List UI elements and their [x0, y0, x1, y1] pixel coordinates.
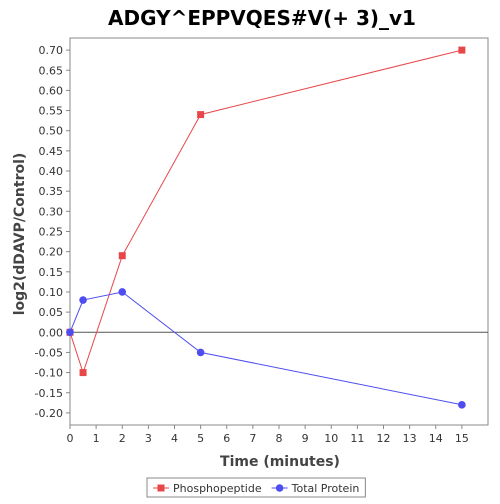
x-tick-label: 10: [324, 432, 338, 445]
y-tick-label: 0.20: [39, 246, 64, 259]
y-tick-label: 0.70: [39, 44, 64, 57]
x-axis-label: Time (minutes): [220, 454, 340, 470]
y-tick-label: -0.20: [35, 407, 63, 420]
x-tick-label: 4: [171, 432, 178, 445]
x-tick-label: 15: [455, 432, 469, 445]
data-point-total-protein: [458, 401, 466, 409]
plot-area: -0.20 -0.15 -0.10 -0.05 0.00 0.05 0.10 0.15 0.20…: [35, 37, 489, 445]
legend-marker-phosphopeptide: [157, 484, 165, 492]
y-tick-label: 0.05: [39, 306, 64, 319]
y-tick-label: 0.25: [39, 226, 64, 239]
x-tick-label: 8: [276, 432, 283, 445]
x-tick-label: 13: [403, 432, 417, 445]
plot-frame: [69, 37, 489, 426]
x-tick-label: 2: [119, 432, 126, 445]
y-tick-label: 0.60: [39, 84, 64, 97]
x-tick-label: 12: [377, 432, 391, 445]
y-tick-label: 0.35: [39, 185, 64, 198]
x-tick-label: 0: [67, 432, 74, 445]
legend-box: [146, 477, 366, 498]
data-point-total-protein: [66, 328, 74, 337]
data-point-phosphopeptide: [197, 111, 205, 119]
data-point-phosphopeptide: [458, 46, 466, 54]
legend-label-phosphopeptide: Phosphopeptide: [173, 482, 262, 495]
legend: Phosphopeptide Total Protein: [146, 477, 366, 498]
y-tick-label: 0.65: [39, 64, 64, 77]
x-tick-label: 6: [223, 432, 230, 445]
data-point-total-protein: [196, 348, 205, 357]
y-tick-label: -0.10: [35, 367, 63, 380]
x-tick-label: 7: [249, 432, 256, 445]
legend-marker-total-protein: [275, 484, 284, 492]
y-tick-label: 0.55: [39, 105, 64, 118]
chart-title: ADGY^EPPVQES#V(+ 3)_v1: [108, 6, 416, 30]
y-tick-label: 0.15: [39, 266, 64, 279]
y-tick-label: -0.05: [35, 346, 63, 359]
x-tick-label: 14: [429, 432, 443, 445]
data-point-phosphopeptide: [79, 369, 87, 377]
x-tick-label: 5: [197, 432, 204, 445]
data-point-total-protein: [118, 288, 127, 296]
y-axis-label: log2(dDAVP/Control): [12, 153, 28, 316]
data-point-total-protein: [79, 296, 87, 304]
data-point-phosphopeptide: [118, 252, 126, 260]
y-tick-label: 0.00: [39, 326, 64, 339]
legend-label-total-protein: Total Protein: [291, 482, 360, 495]
y-tick-label: 0.10: [39, 286, 64, 299]
x-tick-label: 9: [302, 432, 309, 445]
y-tick-label: 0.30: [39, 205, 64, 218]
x-tick-label: 1: [93, 432, 100, 445]
y-tick-label: -0.15: [35, 387, 63, 400]
y-tick-label: 0.45: [39, 145, 64, 158]
y-tick-label: 0.50: [39, 125, 64, 138]
x-tick-label: 3: [145, 432, 152, 445]
y-tick-label: 0.40: [39, 165, 64, 178]
x-tick-label: 11: [350, 432, 364, 445]
